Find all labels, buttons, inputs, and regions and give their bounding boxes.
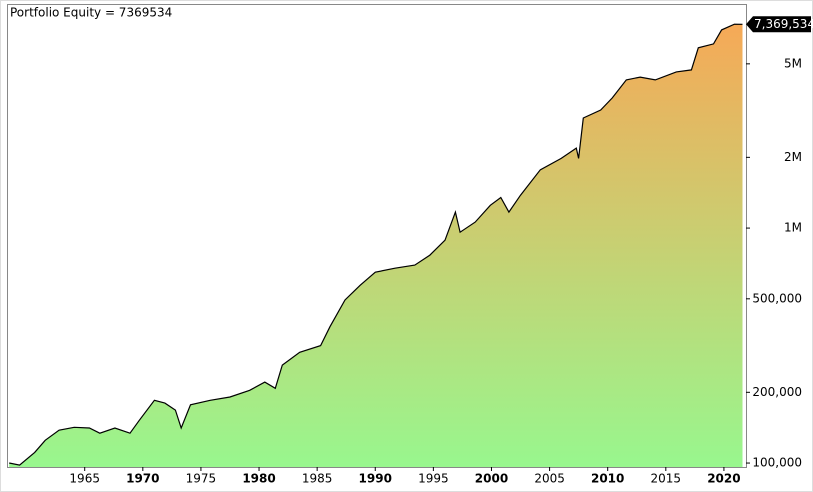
x-tick-label: 1970 <box>126 472 159 486</box>
x-tick-label: 2000 <box>475 472 508 486</box>
x-tick-label: 1980 <box>242 472 275 486</box>
y-tick-label: 100,000 <box>752 456 802 470</box>
y-tick-label: 2M <box>784 150 802 164</box>
x-tick-label: 2005 <box>534 472 565 486</box>
y-tick-label: 1M <box>784 221 802 235</box>
x-tick-label: 2020 <box>707 472 740 486</box>
equity-line <box>9 23 743 466</box>
last-value-label: 7,369,534 <box>754 17 813 31</box>
x-tick-label: 2010 <box>591 472 624 486</box>
x-tick-label: 1985 <box>302 472 333 486</box>
x-tick-label: 2015 <box>651 472 682 486</box>
area-fill <box>9 24 743 467</box>
y-tick-label: 200,000 <box>752 385 802 399</box>
last-value-marker <box>746 16 811 33</box>
chart-title: Portfolio Equity = 7369534 <box>10 6 172 20</box>
y-tick-label: 500,000 <box>752 291 802 305</box>
x-tick-label: 1965 <box>69 472 100 486</box>
y-tick-label: 5M <box>784 56 802 70</box>
x-tick-label: 1995 <box>418 472 449 486</box>
x-tick-label: 1975 <box>186 472 217 486</box>
x-tick-label: 1990 <box>359 472 392 486</box>
